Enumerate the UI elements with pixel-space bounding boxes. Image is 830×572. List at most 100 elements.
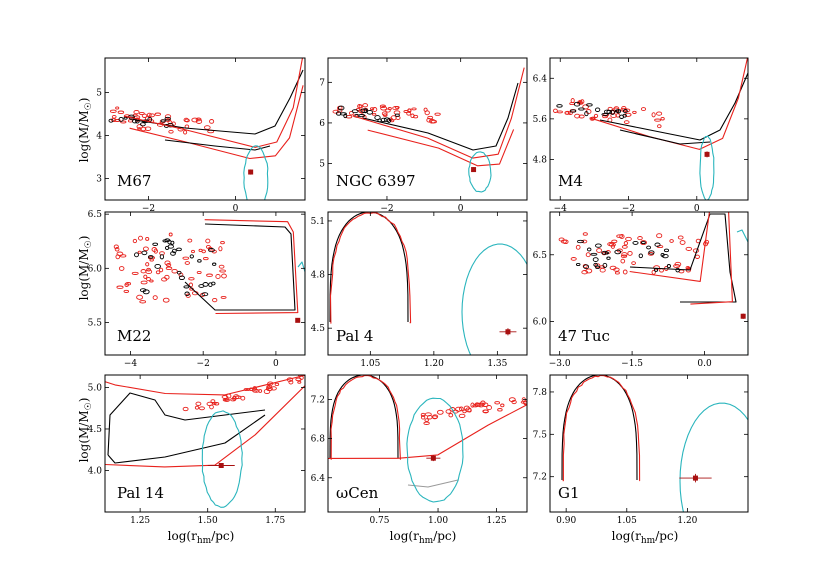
- cyan-contour-line: [736, 229, 748, 355]
- red-contour-blob: [627, 250, 633, 256]
- black-contour-blob: [152, 242, 159, 246]
- panel-pal-14: 1.25 1.50 1.75 4.0 4.5 5.0 Pal 14: [88, 374, 306, 526]
- black-contour-blob: [202, 282, 209, 287]
- cyan-contour-line: [461, 243, 527, 355]
- red-contour-blob: [218, 246, 223, 252]
- red-contour-line: [352, 67, 525, 159]
- panel-pal-4: 1.05 1.20 1.35 4.5 4.8 5.1 Pal 4: [311, 211, 528, 369]
- red-contour-blob: [582, 104, 589, 110]
- y-tick-label: 5.1: [311, 217, 325, 227]
- red-contour-blob: [582, 232, 588, 236]
- red-contour-blob: [694, 254, 700, 259]
- black-contour-line: [599, 72, 748, 141]
- y-tick-label: 6: [319, 119, 325, 129]
- data-point: [505, 329, 511, 335]
- red-contour-blob: [117, 110, 125, 115]
- red-contour-blob: [585, 252, 591, 258]
- red-contour-blob: [654, 118, 662, 122]
- black-contour-line: [329, 212, 409, 323]
- axes-frame: [327, 211, 528, 356]
- red-contour-blob: [212, 297, 218, 303]
- cyan-contour-line: [297, 261, 305, 355]
- black-contour-blob: [164, 238, 171, 243]
- red-contour-blob: [153, 248, 158, 254]
- red-contour-blob: [142, 246, 149, 252]
- red-contour-blob: [123, 289, 130, 293]
- red-contour-blob: [171, 268, 178, 274]
- red-contour-blob: [474, 403, 482, 407]
- data-point: [692, 475, 698, 481]
- black-contour-blob: [640, 241, 646, 245]
- data-point: [740, 313, 746, 319]
- y-tick-label: 4.8: [311, 271, 326, 281]
- red-contour-line: [124, 58, 304, 148]
- red-contour-blob: [570, 98, 575, 104]
- red-contour-blob: [578, 114, 585, 119]
- red-contour-blob: [575, 244, 581, 250]
- red-contour-blob: [631, 261, 636, 265]
- red-contour-blob: [212, 401, 217, 405]
- red-contour-blob: [127, 119, 134, 123]
- panel-label: Pal 14: [117, 484, 164, 502]
- red-contour-blob: [424, 418, 429, 422]
- red-contour-blob: [240, 395, 246, 401]
- black-contour-blob: [614, 249, 622, 255]
- red-contour-blob: [295, 377, 302, 382]
- panel-ngc-6397: −2 0 5 6 7 NGC 6397: [319, 57, 528, 214]
- red-contour-line: [105, 385, 305, 468]
- red-contour-blob: [270, 386, 277, 391]
- red-contour-blob: [146, 267, 152, 272]
- y-tick-label: 3: [96, 174, 102, 184]
- red-contour-blob: [656, 111, 663, 116]
- red-contour-blob: [205, 244, 211, 249]
- plot-area: [108, 58, 304, 200]
- red-contour-blob: [358, 109, 364, 113]
- red-contour-blob: [455, 406, 462, 412]
- red-contour-blob: [191, 249, 195, 254]
- black-contour-blob: [164, 245, 170, 250]
- panel--cen: 0.75 1.00 1.25 6.4 6.8 7.2 ωCen: [311, 374, 528, 526]
- red-contour-blob: [445, 409, 452, 414]
- red-contour-blob: [109, 109, 117, 113]
- cyan-contour-line: [679, 402, 748, 512]
- x-axis-label-center: log(rhm/pc): [390, 529, 457, 546]
- red-contour-blob: [369, 107, 375, 111]
- panel-label: 47 Tuc: [558, 327, 610, 345]
- red-contour-blob: [651, 112, 656, 118]
- black-contour-blob: [154, 263, 161, 269]
- red-contour-blob: [149, 258, 154, 262]
- black-contour-blob: [170, 251, 176, 256]
- black-contour-blob: [646, 245, 652, 250]
- data-point: [248, 169, 254, 175]
- x-tick-label: −1.5: [621, 359, 643, 369]
- x-axis-label-right: log(rhm/pc): [612, 529, 679, 546]
- red-contour-blob: [196, 270, 202, 275]
- x-tick-label: 0: [273, 359, 279, 369]
- panel-label: G1: [558, 484, 580, 502]
- y-tick-label: 7: [319, 78, 325, 88]
- black-contour-blob: [663, 248, 670, 253]
- y-tick-label: 5.0: [88, 383, 103, 393]
- red-contour-blob: [432, 414, 439, 419]
- red-contour-blob: [420, 414, 426, 420]
- black-contour-blob: [201, 292, 209, 297]
- data-point: [218, 463, 224, 469]
- red-contour-blob: [220, 240, 225, 245]
- red-contour-blob: [659, 268, 664, 273]
- red-contour-blob: [640, 240, 647, 246]
- red-contour-blob: [564, 111, 570, 115]
- red-contour-blob: [500, 403, 505, 408]
- red-contour-blob: [497, 408, 503, 412]
- red-contour-blob: [165, 263, 172, 267]
- red-contour-blob: [673, 263, 681, 269]
- black-contour-blob: [141, 250, 148, 256]
- red-contour-blob: [390, 115, 397, 121]
- black-contour-blob: [139, 288, 147, 293]
- red-contour-blob: [213, 402, 220, 406]
- black-contour-blob: [661, 253, 669, 259]
- black-contour-blob: [380, 117, 387, 123]
- data-point: [430, 455, 436, 461]
- red-contour-blob: [132, 238, 138, 244]
- plot-area: [552, 58, 748, 200]
- y-axis-label-bottom: log(M/M☉): [77, 398, 94, 463]
